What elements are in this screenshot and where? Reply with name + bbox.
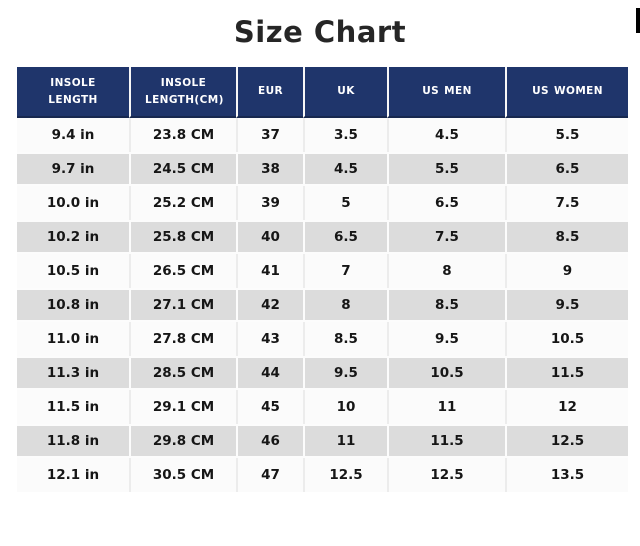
table-cell: 5.5 (505, 118, 628, 152)
table-cell: 44 (236, 356, 303, 390)
table-cell: 11.5 (387, 424, 505, 458)
table-cell: 8.5 (505, 220, 628, 254)
table-cell: 5.5 (387, 152, 505, 186)
table-cell: 11.5 in (17, 390, 129, 424)
table-cell: 11 (387, 390, 505, 424)
table-cell: 7.5 (387, 220, 505, 254)
table-cell: 10.8 in (17, 288, 129, 322)
table-cell: 30.5 CM (129, 458, 236, 492)
screen-edge-black-bar (636, 8, 640, 33)
table-row: 10.8 in 27.1 CM 42 8 8.5 9.5 (17, 288, 628, 322)
table-cell: 11 (303, 424, 387, 458)
table-cell: 8.5 (303, 322, 387, 356)
column-header-eur: EUR (236, 67, 303, 118)
table-cell: 45 (236, 390, 303, 424)
table-cell: 10.2 in (17, 220, 129, 254)
table-cell: 9.5 (505, 288, 628, 322)
table-cell: 10.5 (387, 356, 505, 390)
header-row: INSOLE LENGTH INSOLE LENGTH(CM) EUR UK US ME… (17, 67, 628, 118)
table-cell: 6.5 (303, 220, 387, 254)
table-row: 10.5 in 26.5 CM 41 7 8 9 (17, 254, 628, 288)
table-cell: 10.5 in (17, 254, 129, 288)
table-cell: 42 (236, 288, 303, 322)
table-cell: 29.1 CM (129, 390, 236, 424)
table-cell: 25.8 CM (129, 220, 236, 254)
table-cell: 10 (303, 390, 387, 424)
table-row: 10.0 in 25.2 CM 39 5 6.5 7.5 (17, 186, 628, 220)
column-header-us-women: US WOMEN (505, 67, 628, 118)
table-cell: 4.5 (303, 152, 387, 186)
table-cell: 9.4 in (17, 118, 129, 152)
table-row: 9.4 in 23.8 CM 37 3.5 4.5 5.5 (17, 118, 628, 152)
table-cell: 7.5 (505, 186, 628, 220)
table-cell: 12.5 (505, 424, 628, 458)
table-cell: 8 (303, 288, 387, 322)
table-cell: 12.5 (303, 458, 387, 492)
table-cell: 9.5 (387, 322, 505, 356)
table-cell: 28.5 CM (129, 356, 236, 390)
table-cell: 41 (236, 254, 303, 288)
table-row: 11.0 in 27.8 CM 43 8.5 9.5 10.5 (17, 322, 628, 356)
table-cell: 12 (505, 390, 628, 424)
table-header-row: INSOLE LENGTH INSOLE LENGTH(CM) EUR UK US ME… (17, 67, 628, 118)
table-cell: 25.2 CM (129, 186, 236, 220)
table-cell: 24.5 CM (129, 152, 236, 186)
table-cell: 23.8 CM (129, 118, 236, 152)
table-cell: 7 (303, 254, 387, 288)
table-cell: 12.5 (387, 458, 505, 492)
table-cell: 11.3 in (17, 356, 129, 390)
table-cell: 6.5 (505, 152, 628, 186)
page-title: Size Chart (233, 15, 407, 49)
column-header-uk: UK (303, 67, 387, 118)
table-cell: 27.1 CM (129, 288, 236, 322)
table-cell: 27.8 CM (129, 322, 236, 356)
table-cell: 40 (236, 220, 303, 254)
table-cell: 26.5 CM (129, 254, 236, 288)
table-cell: 11.5 (505, 356, 628, 390)
column-header-us-men: US MEN (387, 67, 505, 118)
table-body: 9.4 in 23.8 CM 37 3.5 4.5 5.5 9.7 in 24.5 CM 38 4… (17, 118, 628, 492)
table-row: 9.7 in 24.5 CM 38 4.5 5.5 6.5 (17, 152, 628, 186)
table-cell: 5 (303, 186, 387, 220)
table-cell: 46 (236, 424, 303, 458)
table-cell: 38 (236, 152, 303, 186)
table-cell: 13.5 (505, 458, 628, 492)
table-cell: 9.5 (303, 356, 387, 390)
size-chart-table: INSOLE LENGTH INSOLE LENGTH(CM) EUR UK US ME… (17, 67, 628, 492)
table-cell: 8 (387, 254, 505, 288)
table-row: 10.2 in 25.8 CM 40 6.5 7.5 8.5 (17, 220, 628, 254)
table-cell: 11.8 in (17, 424, 129, 458)
table-cell: 10.5 (505, 322, 628, 356)
table-cell: 3.5 (303, 118, 387, 152)
table-row: 11.8 in 29.8 CM 46 11 11.5 12.5 (17, 424, 628, 458)
table-row: 11.3 in 28.5 CM 44 9.5 10.5 11.5 (17, 356, 628, 390)
table-cell: 9 (505, 254, 628, 288)
column-header-insole-length-cm: INSOLE LENGTH(CM) (129, 67, 236, 118)
table-cell: 29.8 CM (129, 424, 236, 458)
table-cell: 8.5 (387, 288, 505, 322)
table-cell: 11.0 in (17, 322, 129, 356)
table-row: 12.1 in 30.5 CM 47 12.5 12.5 13.5 (17, 458, 628, 492)
table-cell: 12.1 in (17, 458, 129, 492)
table-cell: 39 (236, 186, 303, 220)
table-cell: 9.7 in (17, 152, 129, 186)
table-row: 11.5 in 29.1 CM 45 10 11 12 (17, 390, 628, 424)
table-cell: 10.0 in (17, 186, 129, 220)
table-cell: 37 (236, 118, 303, 152)
column-header-insole-length: INSOLE LENGTH (17, 67, 129, 118)
table-cell: 4.5 (387, 118, 505, 152)
table-cell: 6.5 (387, 186, 505, 220)
table-cell: 43 (236, 322, 303, 356)
table-cell: 47 (236, 458, 303, 492)
